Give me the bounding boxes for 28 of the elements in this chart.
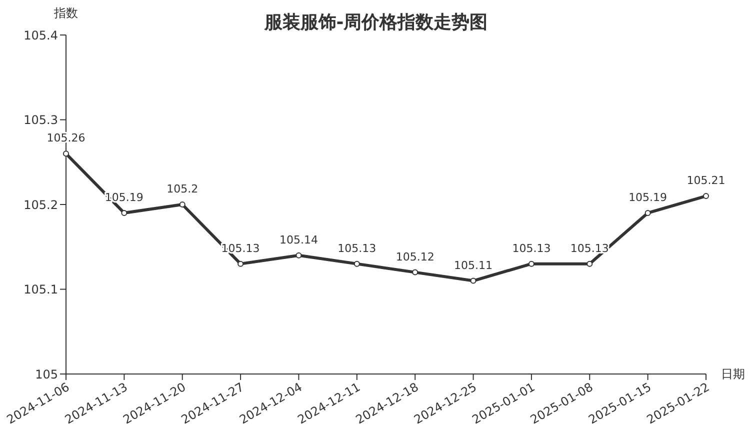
y-axis-title: 指数 <box>54 5 78 22</box>
point <box>354 260 360 267</box>
point <box>644 210 651 216</box>
point <box>470 278 476 284</box>
data-label: 105.14 <box>279 233 318 246</box>
point <box>412 269 418 276</box>
y-tick-label: 105.3 <box>24 113 58 128</box>
y-tick-label: 105.2 <box>24 198 58 212</box>
y-tick-label: 105 <box>35 367 58 382</box>
data-label: 105.12 <box>396 250 434 264</box>
point <box>238 260 244 267</box>
data-label: 105.11 <box>454 258 493 272</box>
data-label: 105.2 <box>166 182 198 196</box>
point <box>63 150 69 157</box>
point <box>121 210 128 216</box>
data-label: 105.13 <box>338 242 376 255</box>
data-label: 105.21 <box>686 174 726 188</box>
point <box>296 252 302 258</box>
data-label: 105.13 <box>512 242 551 255</box>
point <box>586 260 593 267</box>
point <box>179 202 186 208</box>
data-label: 105.19 <box>628 190 668 204</box>
x-axis-title: 日期 <box>721 366 745 383</box>
point <box>528 260 534 267</box>
y-tick-label: 105.4 <box>24 28 58 42</box>
y-tick-label: 105.1 <box>24 282 58 297</box>
point <box>703 193 709 200</box>
chart-title: 服装服饰-周价格指数走势图 <box>264 12 488 33</box>
